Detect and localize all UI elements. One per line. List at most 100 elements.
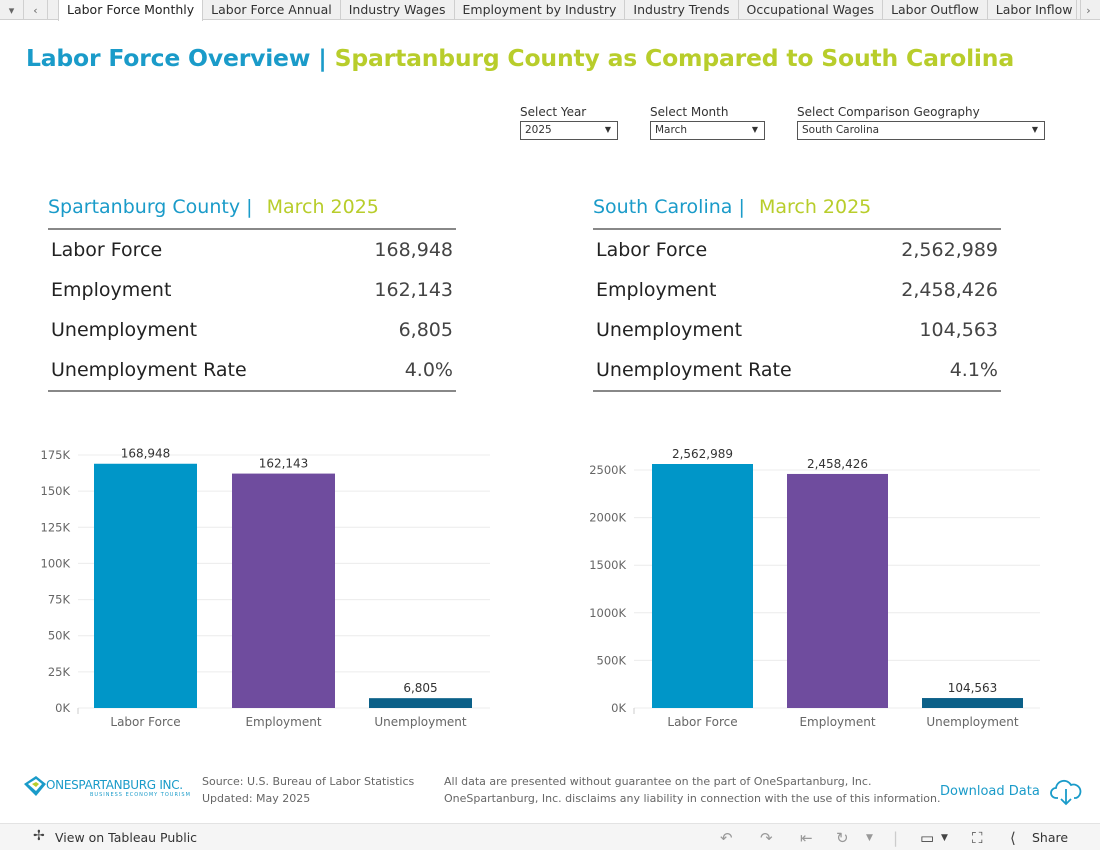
tab-menu-dropdown-icon[interactable]: ▾ — [0, 0, 24, 20]
x-category-label: Labor Force — [110, 715, 180, 729]
state-stat-title: South Carolina | March 2025 — [593, 196, 1001, 228]
tab-labor-force-monthly[interactable]: Labor Force Monthly — [58, 0, 204, 21]
y-tick-label: 50K — [48, 629, 71, 643]
tableau-logo-icon: ✢ — [33, 828, 45, 844]
bar-value-label: 2,458,426 — [807, 457, 868, 471]
county-period: March 2025 — [266, 196, 379, 218]
tab-industry-wages[interactable]: Industry Wages — [341, 0, 455, 20]
source-note: Source: U.S. Bureau of Labor Statistics … — [202, 773, 414, 807]
fullscreen-icon[interactable]: ⛶ — [972, 829, 983, 847]
logo-mark-icon — [24, 776, 46, 796]
tab-labor-force-annual[interactable]: Labor Force Annual — [203, 0, 341, 20]
tab-occupational-wages[interactable]: Occupational Wages — [739, 0, 884, 20]
y-tick-label: 1000K — [589, 606, 626, 620]
bar-unemployment[interactable] — [922, 698, 1023, 708]
x-category-label: Unemployment — [374, 715, 467, 729]
title-separator: | — [738, 196, 745, 218]
stat-value: 4.1% — [949, 359, 998, 381]
stat-row-employment: Employment 162,143 — [48, 270, 456, 310]
updated-text: Updated: May 2025 — [202, 792, 311, 805]
source-text: Source: U.S. Bureau of Labor Statistics — [202, 775, 415, 788]
divider — [48, 228, 456, 230]
state-bar-chart: 0K 500K 1000K 1500K 2000K 2500K 2,562,989 Labor… — [572, 440, 1052, 744]
bar-value-label: 104,563 — [948, 681, 998, 695]
stat-label: Labor Force — [596, 239, 708, 261]
county-bar-chart: 0K 25K 50K 75K 100K 125K 150K 175K 168,948 Labor … — [20, 440, 500, 744]
page-title-separator: | — [318, 44, 327, 72]
stat-label: Employment — [51, 279, 172, 301]
month-select[interactable]: March ▼ — [650, 121, 765, 140]
logo-tagline: BUSINESS ECONOMY TOURISM — [90, 792, 191, 798]
month-filter: Select Month March ▼ — [650, 105, 765, 140]
stat-value: 2,562,989 — [901, 239, 998, 261]
bar-unemployment[interactable] — [369, 698, 472, 708]
stat-value: 162,143 — [374, 279, 453, 301]
stat-row-labor-force: Labor Force 168,948 — [48, 230, 456, 270]
bar-labor-force[interactable] — [94, 463, 197, 708]
y-tick-label: 175K — [41, 448, 71, 462]
stat-row-unemployment: Unemployment 104,563 — [593, 310, 1001, 350]
tab-industry-trends[interactable]: Industry Trends — [625, 0, 739, 20]
view-on-tableau-link[interactable]: View on Tableau Public — [55, 830, 198, 845]
stat-label: Employment — [596, 279, 717, 301]
download-data-link[interactable]: Download Data — [940, 784, 1040, 799]
refresh-icon[interactable]: ↻ — [836, 829, 849, 847]
year-select[interactable]: 2025 ▼ — [520, 121, 618, 140]
stat-row-employment: Employment 2,458,426 — [593, 270, 1001, 310]
bar-value-label: 168,948 — [121, 447, 171, 461]
y-tick-label: 2500K — [589, 463, 626, 477]
disclaimer-line-1: All data are presented without guarantee… — [444, 775, 872, 788]
chevron-down-icon[interactable]: ▼ — [941, 833, 948, 843]
stat-value: 6,805 — [398, 319, 453, 341]
geography-filter: Select Comparison Geography South Caroli… — [797, 105, 1045, 140]
stat-label: Labor Force — [51, 239, 163, 261]
stat-value: 104,563 — [919, 319, 998, 341]
y-tick-label: 150K — [41, 484, 71, 498]
tab-scroll-left-icon[interactable]: ‹ — [24, 0, 48, 20]
y-tick-label: 100K — [41, 556, 71, 570]
county-geo-name: Spartanburg County — [48, 196, 241, 218]
bar-employment[interactable] — [232, 473, 335, 708]
page-title: Labor Force Overview | Spartanburg Count… — [26, 44, 1014, 72]
disclaimer: All data are presented without guarantee… — [444, 773, 940, 807]
stat-value: 4.0% — [404, 359, 453, 381]
stat-row-labor-force: Labor Force 2,562,989 — [593, 230, 1001, 270]
divider — [593, 390, 1001, 392]
undo-icon[interactable]: ↶ — [720, 829, 733, 847]
chevron-down-icon[interactable]: ▼ — [866, 833, 873, 843]
geography-select[interactable]: South Carolina ▼ — [797, 121, 1045, 140]
y-tick-label: 0K — [611, 701, 626, 715]
tab-list: Labor Force Monthly Labor Force Annual I… — [58, 0, 1082, 21]
redo-icon[interactable]: ↷ — [760, 829, 773, 847]
bar-labor-force[interactable] — [652, 464, 753, 708]
state-stat-panel: South Carolina | March 2025 Labor Force … — [593, 196, 1001, 392]
y-tick-label: 1500K — [589, 558, 626, 572]
stat-row-unemployment-rate: Unemployment Rate 4.1% — [593, 350, 1001, 390]
y-tick-label: 0K — [55, 701, 70, 715]
share-button[interactable]: Share — [1032, 830, 1069, 845]
tab-labor-outflow[interactable]: Labor Outflow — [883, 0, 988, 20]
x-category-label: Unemployment — [926, 715, 1019, 729]
county-bar-chart-svg: 0K 25K 50K 75K 100K 125K 150K 175K 168,948 Labor … — [41, 447, 490, 729]
month-filter-label: Select Month — [650, 105, 729, 119]
divider — [593, 228, 1001, 230]
tab-scroll-right-icon[interactable]: › — [1076, 0, 1100, 20]
stat-value: 2,458,426 — [901, 279, 998, 301]
device-layout-icon[interactable]: ▭ — [920, 829, 935, 847]
y-tick-label: 2000K — [589, 511, 626, 525]
bar-employment[interactable] — [787, 473, 888, 708]
bar-value-label: 2,562,989 — [672, 447, 733, 461]
y-tick-label: 500K — [597, 653, 627, 667]
title-separator: | — [246, 196, 253, 218]
revert-icon[interactable]: ⇤ — [800, 829, 813, 847]
disclaimer-line-2: OneSpartanburg, Inc. disclaims any liabi… — [444, 792, 941, 805]
tab-employment-by-industry[interactable]: Employment by Industry — [455, 0, 626, 20]
cloud-download-icon[interactable] — [1050, 777, 1082, 807]
tab-bar: ▾ ‹ Labor Force Monthly Labor Force Annu… — [0, 0, 1100, 21]
share-icon[interactable]: ⟨ — [1010, 829, 1016, 847]
stat-label: Unemployment — [51, 319, 198, 341]
geography-select-value: South Carolina — [802, 124, 880, 136]
logo-text: ONESPARTANBURG INC. — [46, 778, 183, 792]
tab-labor-inflow[interactable]: Labor Inflow — [988, 0, 1082, 20]
state-period: March 2025 — [758, 196, 872, 218]
